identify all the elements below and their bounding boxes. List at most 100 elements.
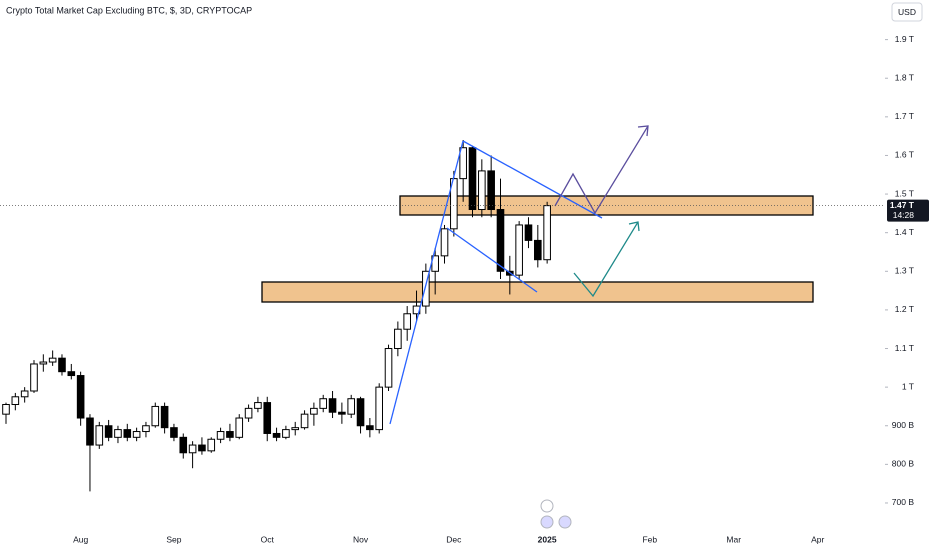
y-tick-label: 1.2 T [895,304,914,314]
candle-body [328,398,337,413]
candle-body [487,170,495,211]
candle-body [20,390,29,398]
y-tick-label: 900 B [892,420,915,430]
y-tick-label: 1.8 T [895,72,914,82]
event-icon[interactable] [540,499,554,513]
candle-body [263,402,272,434]
last-price-box [887,199,929,222]
candle-body [319,398,328,409]
candle-body [198,444,206,452]
candle-body [468,147,477,211]
y-tick-label: 1.1 T [895,343,914,353]
candle-body [459,147,467,180]
candle-body [534,239,542,261]
candle-body [151,405,160,427]
chart-title: Crypto Total Market Cap Excluding BTC, $… [6,5,252,15]
y-tick-label: 1 T [902,381,914,391]
y-tick-label: 1.7 T [895,111,914,121]
candle-body [384,348,393,388]
candle-body [104,425,113,438]
candle-body [160,405,169,429]
candle-body [142,425,150,433]
arrow-head [637,125,649,137]
candle-body [524,224,533,241]
arrow-head [628,221,640,232]
candle-body [39,361,48,365]
y-tick-label: 1.9 T [895,34,914,44]
y-tick-label: 1.6 T [895,150,914,160]
currency-button[interactable] [891,2,923,22]
candle-body [48,357,57,363]
candle-body [310,407,318,415]
candle-body [394,328,402,350]
candle-body [543,205,551,261]
x-tick-label: Oct [261,534,275,544]
candle-body [67,371,76,377]
candle-body [254,402,262,409]
candle-body [478,170,486,211]
candle-body [244,407,253,419]
x-tick-label: Aug [73,534,88,544]
currency-label: USD [898,7,916,17]
trend-line [462,140,603,219]
x-tick-label: 2025 [538,534,557,544]
candle-body [95,425,104,446]
candle-body [272,432,281,438]
price-axis [885,0,932,550]
candle-body [515,224,523,276]
trend-line [389,140,464,425]
event-icon[interactable] [558,515,572,529]
candle-body [356,398,365,427]
y-tick-label: 1.3 T [895,266,914,276]
candle-body [114,429,122,438]
candle-body [496,209,505,272]
x-tick-label: Dec [446,534,462,544]
candle-body [11,396,20,406]
y-tick-label: 700 B [892,497,915,507]
projection-arrow [554,125,649,215]
candle-body [2,404,10,415]
candle-body [216,431,225,440]
x-tick-label: Feb [642,534,657,544]
countdown: 14:28 [893,210,915,220]
candle-body [207,438,216,452]
y-tick-label: 1.5 T [895,188,914,198]
candle-body [170,427,178,438]
candle-body [422,270,430,307]
support-zone [261,281,814,303]
last-price-label: 1.47 T [890,200,915,210]
candle-body [366,425,374,431]
candle-body [338,411,346,415]
candle-body [347,398,356,415]
candles [2,140,551,492]
candle-body [30,363,38,392]
candle-body [282,429,290,438]
candle-body [86,417,94,446]
x-tick-label: Sep [166,534,181,544]
candle-body [291,427,300,431]
projection-arrow [573,221,639,298]
candle-body [235,417,244,438]
drawings [389,125,649,425]
candle-body [188,444,197,454]
candle-body [375,386,383,431]
candle-body [440,228,449,257]
candle-body [300,413,309,429]
candle-body [179,436,188,454]
y-tick-label: 1.4 T [895,227,914,237]
candle-body [226,431,234,438]
event-icon[interactable] [540,515,554,529]
y-tick-label: 800 B [892,459,915,469]
candle-body [132,431,141,438]
candle-body [123,429,132,438]
candle-body [403,313,411,330]
x-tick-label: Nov [353,534,369,544]
candle-body [76,375,85,419]
x-tick-label: Apr [811,534,824,544]
x-tick-label: Mar [726,534,741,544]
trend-line [446,227,538,293]
candle-body [58,357,66,373]
